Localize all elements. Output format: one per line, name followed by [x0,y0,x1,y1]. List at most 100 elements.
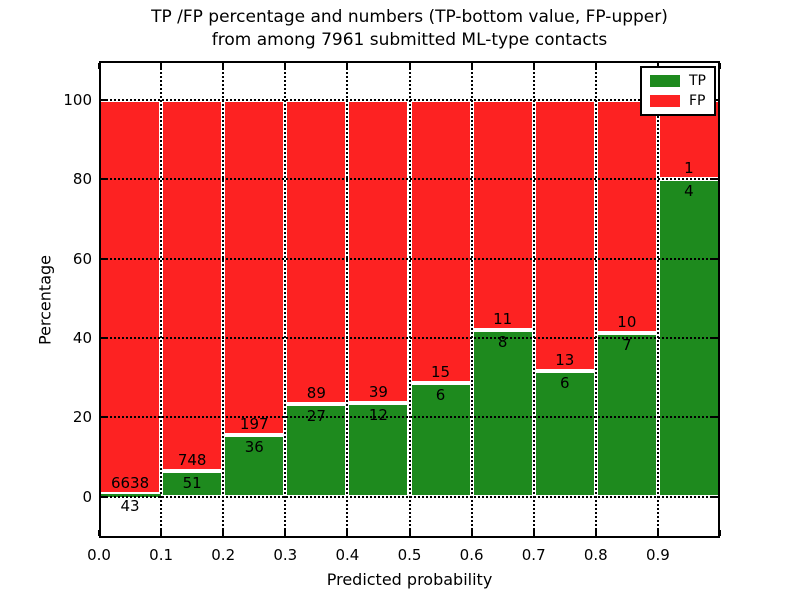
x-tick-bottom-0.9 [656,530,659,536]
bar-segment-fp-1 [161,99,224,472]
x-tick-label-0.9: 0.9 [645,546,670,564]
spine-top [99,61,720,63]
y-tick-left-0 [101,495,107,498]
y-tick-right-40 [712,336,718,339]
bar-segment-fp-6 [471,99,534,330]
x-tick-top-0.6 [470,63,473,69]
x-tick-top-1 [719,63,721,69]
annotation-tp-count-3: 27 [306,407,326,426]
annotation-tp-count-2: 36 [244,438,264,457]
bar-segment-tp-1 [161,471,224,497]
x-tick-bottom-0.1 [160,530,163,536]
legend-item-fp: FP [650,94,706,108]
grid-line-x-0.3 [284,61,287,538]
x-tick-label-0.8: 0.8 [583,546,608,564]
y-tick-left-100 [101,98,107,101]
x-tick-bottom-0 [98,530,100,536]
annotation-tp-count-1: 51 [182,474,202,493]
bar-segment-fp-4 [347,99,410,404]
grid-line-x-0.2 [222,61,225,538]
y-tick-left-60 [101,257,107,260]
spine-right [718,61,720,538]
x-tick-label-0.6: 0.6 [459,546,484,564]
grid-line-x-0.4 [346,61,349,538]
chart-title: TP /FP percentage and numbers (TP-bottom… [99,6,720,52]
fp-color-swatch [650,95,680,107]
spine-left [99,61,101,538]
y-tick-right-0 [712,495,718,498]
y-tick-label-80: 80 [72,170,92,189]
y-tick-left-80 [101,178,107,181]
annotation-tp-count-7: 6 [559,374,570,393]
x-tick-label-0.3: 0.3 [273,546,298,564]
legend: TP FP [640,66,716,116]
x-tick-bottom-0.5 [408,530,411,536]
x-tick-label-0.5: 0.5 [397,546,422,564]
x-tick-label-0.7: 0.7 [521,546,546,564]
chart-title-line1: TP /FP percentage and numbers (TP-bottom… [151,7,668,27]
annotation-fp-count-7: 13 [555,351,575,370]
bar-segment-fp-8 [595,99,658,334]
x-tick-top-0.5 [408,63,411,69]
x-tick-bottom-0.4 [346,530,349,536]
y-tick-right-80 [712,178,718,181]
x-tick-label-0.2: 0.2 [211,546,236,564]
x-tick-bottom-0.8 [594,530,597,536]
grid-line-x-0.8 [594,61,597,538]
y-tick-label-60: 60 [72,249,92,268]
x-tick-top-0.3 [284,63,287,69]
grid-line-x-0.6 [470,61,473,538]
x-tick-bottom-0.7 [532,530,535,536]
grid-line-x-0.1 [160,61,163,538]
bar-segment-fp-0 [99,99,162,495]
plot-area: TP FP 6638 43 748 51 197 36 89 27 39 12 15 6 11 8 13 6 1… [98,61,721,538]
x-tick-label-0.0: 0.0 [87,546,111,564]
x-tick-label-0.4: 0.4 [335,546,360,564]
bar-segment-tp-2 [223,435,286,497]
annotation-fp-count-5: 15 [431,363,451,382]
bar-segment-tp-3 [285,404,348,497]
bar-segment-tp-6 [471,329,534,497]
annotation-tp-count-5: 6 [435,386,446,405]
bar-segment-fp-2 [223,99,286,436]
x-tick-bottom-0.6 [470,530,473,536]
x-axis-label: Predicted probability [326,570,493,589]
spine-bottom [99,536,720,538]
x-tick-top-0.4 [346,63,349,69]
x-tick-bottom-0.3 [284,530,287,536]
x-tick-top-0.8 [594,63,597,69]
annotation-tp-count-0: 43 [120,497,140,516]
annotation-tp-count-8: 7 [622,336,632,355]
annotation-tp-count-9: 4 [684,182,694,201]
legend-label-tp: TP [689,73,706,89]
grid-line-x-0.5 [408,61,411,538]
x-tick-top-0.1 [160,63,163,69]
x-tick-bottom-0.2 [222,530,225,536]
bar-segment-tp-8 [595,333,658,497]
y-tick-label-100: 100 [63,90,92,109]
annotation-fp-count-3: 89 [306,384,326,403]
annotation-fp-count-8: 10 [617,313,637,332]
x-tick-top-0.2 [222,63,225,69]
bar-segment-tp-0 [99,494,162,497]
x-tick-top-0.7 [532,63,535,69]
x-tick-bottom-1 [719,530,721,536]
y-tick-right-60 [712,257,718,260]
bar-segment-fp-7 [533,99,596,372]
annotation-tp-count-6: 8 [497,332,508,351]
y-tick-label-0: 0 [82,487,92,506]
annotation-fp-count-2: 197 [239,415,269,434]
legend-item-tp: TP [650,74,706,88]
y-tick-left-20 [101,416,107,419]
bar-segment-fp-3 [285,99,348,405]
bar-segment-tp-5 [409,383,472,497]
grid-line-x-0.7 [532,61,535,538]
chart-title-line2: from among 7961 submitted ML-type contac… [211,30,608,50]
bar-segment-fp-5 [409,99,472,384]
legend-label-fp: FP [689,93,706,109]
annotation-fp-count-1: 748 [177,451,207,470]
grid-line-x-0.9 [656,61,659,538]
x-tick-top-0 [98,63,100,69]
x-tick-label-0.1: 0.1 [149,546,174,564]
